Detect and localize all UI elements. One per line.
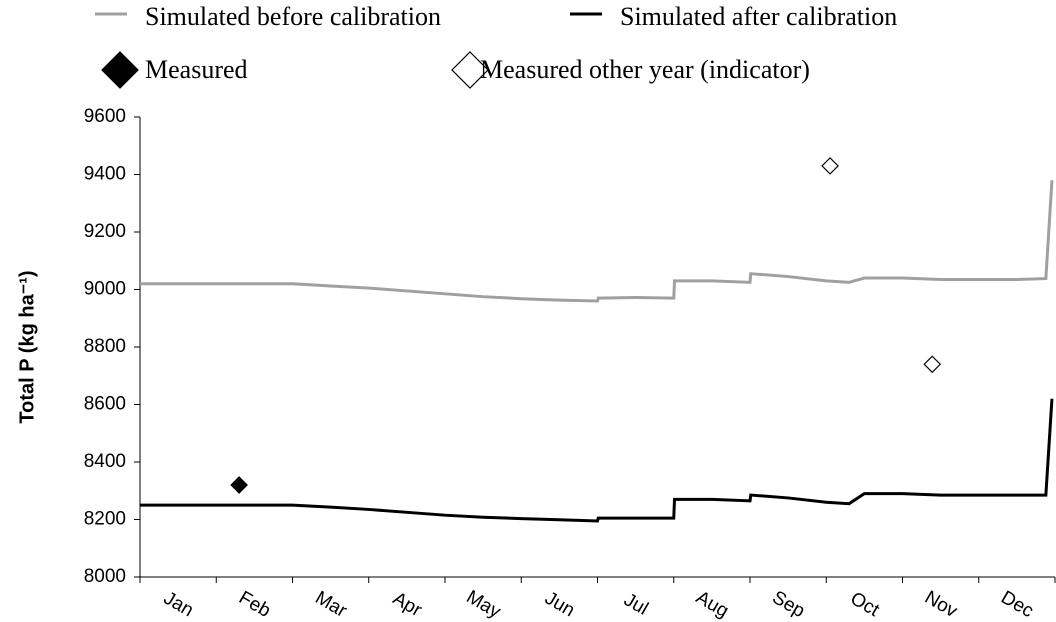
y-tick-label: 9200 [84,221,126,242]
y-tick-label: 8000 [84,566,126,587]
x-tick-label: Oct [847,588,884,621]
data-point [821,157,839,175]
x-tick-label: Jul [620,589,652,619]
legend-label: Measured other year (indicator) [480,55,810,84]
x-tick-label: Dec [997,587,1037,622]
x-tick-label: Feb [235,587,274,622]
legend-swatch [451,51,489,89]
x-tick-label: Mar [311,587,350,622]
legend-label: Simulated before calibration [145,2,441,31]
series-line [140,180,1054,303]
legend-label: Measured [145,55,248,84]
legend-swatch [101,51,139,89]
series-line [140,398,1054,523]
legend-label: Simulated after calibration [620,2,897,31]
data-point [923,355,942,374]
y-axis-label: Total P (kg ha⁻¹) [16,270,38,423]
y-tick-label: 8600 [84,394,126,415]
y-tick-label: 8800 [84,336,126,357]
x-tick-label: Apr [389,588,426,621]
y-tick-label: 8200 [84,509,126,530]
x-tick-label: Aug [692,587,732,622]
x-tick-label: Sep [768,587,808,622]
y-tick-label: 9400 [84,164,126,185]
y-tick-label: 8400 [84,451,126,472]
data-point [230,476,248,494]
y-tick-label: 9000 [84,279,126,300]
x-tick-label: Jan [160,588,197,622]
x-tick-label: Nov [921,587,961,622]
x-tick-label: Jun [541,588,578,622]
y-tick-label: 9600 [84,106,126,127]
x-tick-label: May [463,587,505,622]
